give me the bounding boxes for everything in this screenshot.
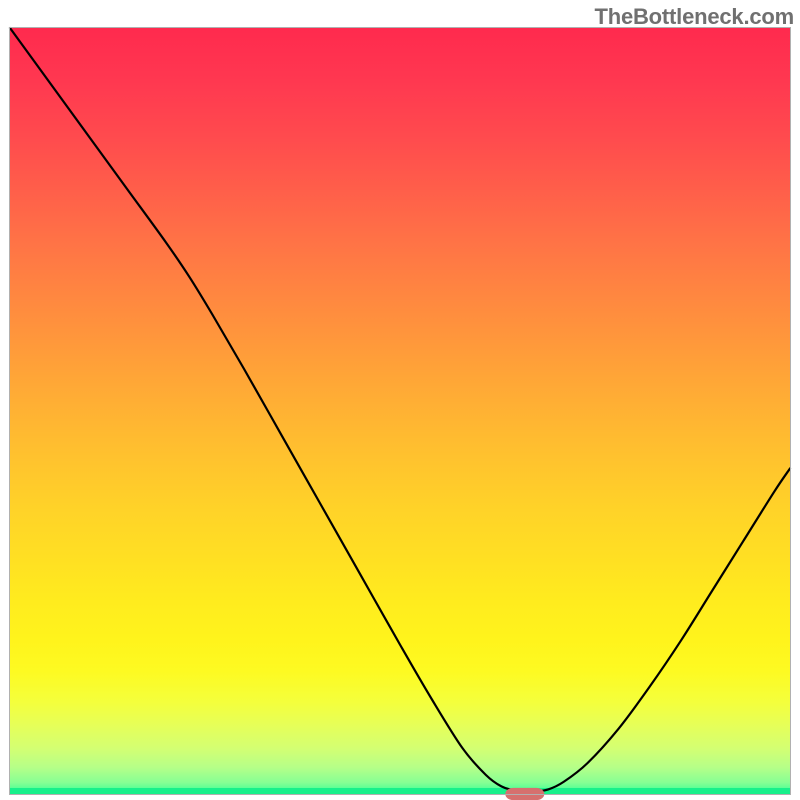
chart-container: TheBottleneck.com [0, 0, 800, 800]
valley-marker [505, 788, 544, 800]
bottom-green-bar [10, 788, 790, 794]
watermark-label: TheBottleneck.com [594, 4, 794, 30]
plot-area [0, 0, 800, 800]
gradient-background [10, 28, 790, 794]
